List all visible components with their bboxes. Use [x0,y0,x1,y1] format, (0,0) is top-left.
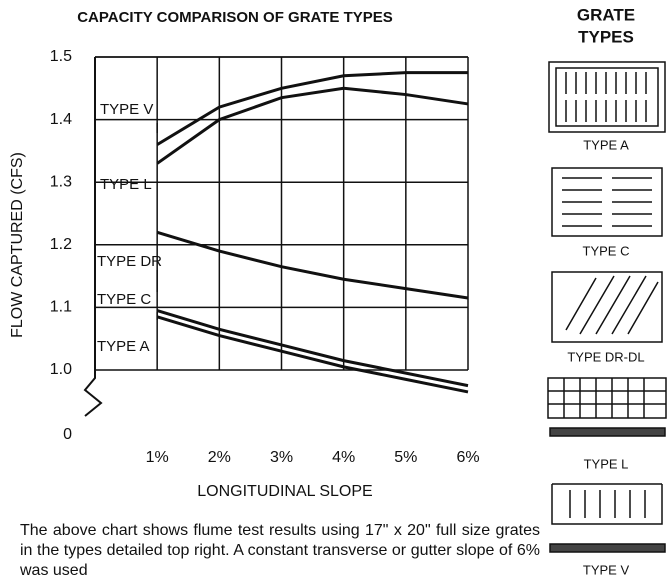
series-line [157,232,468,298]
series-label: TYPE A [97,338,150,355]
x-tick-label: 6% [456,449,479,466]
series-label: TYPE C [97,291,151,308]
x-tick-label: 2% [208,449,231,466]
x-tick-label: 3% [270,449,293,466]
grate-label: TYPE L [584,456,629,471]
series-label: TYPE L [100,176,152,193]
x-tick-label: 1% [146,449,169,466]
panel-title: GRATE [577,5,635,24]
series-line [157,311,468,386]
y-tick-label: 1.1 [50,299,72,316]
grate-label: TYPE A [583,137,629,152]
series-line [157,73,468,145]
grate-label: TYPE V [583,562,630,577]
series-label: TYPE V [100,101,153,118]
series-label: TYPE DR [97,253,162,270]
y-tick-label: 1.2 [50,236,72,253]
y-tick-label: 0 [63,426,72,443]
grate-label: TYPE C [583,243,630,258]
y-axis [85,57,101,416]
grate-label: TYPE DR-DL [567,349,644,364]
y-tick-label: 1.3 [50,173,72,190]
series-line [157,317,468,392]
page: CAPACITY COMPARISON OF GRATE TYPES LONGI… [0,0,671,581]
caption: The above chart shows flume test results… [20,521,540,581]
panel-title: TYPES [578,27,634,46]
grate-icons [548,62,666,552]
y-tick-label: 1.0 [50,361,72,378]
chart: CAPACITY COMPARISON OF GRATE TYPES LONGI… [0,0,671,581]
x-tick-label: 4% [332,449,355,466]
y-tick-label: 1.5 [50,48,72,65]
y-tick-label: 1.4 [50,111,72,128]
y-axis-label: FLOW CAPTURED (CFS) [9,152,26,338]
x-axis-label: LONGITUDINAL SLOPE [197,483,372,500]
series-line [157,88,468,163]
chart-title: CAPACITY COMPARISON OF GRATE TYPES [77,9,393,26]
x-tick-label: 5% [394,449,417,466]
